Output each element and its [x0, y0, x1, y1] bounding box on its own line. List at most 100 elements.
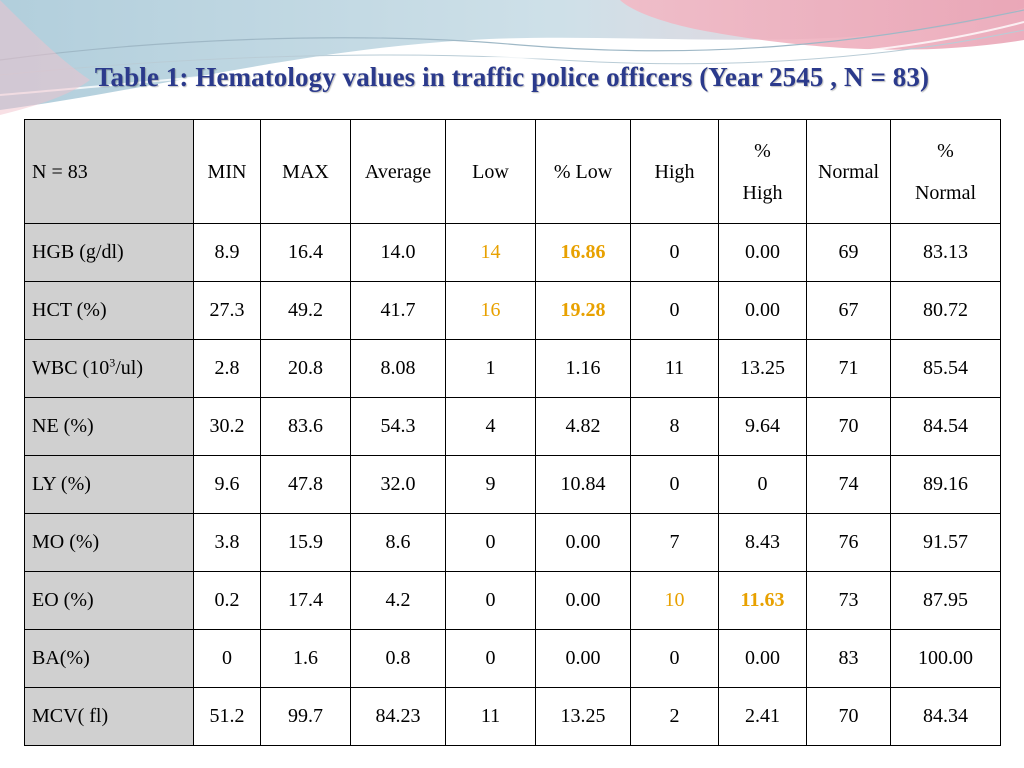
row-label-pre: WBC (10: [32, 357, 110, 379]
cell-normal: 71: [806, 339, 891, 398]
header-n: N = 83: [24, 119, 194, 224]
cell-normal: 69: [806, 223, 891, 282]
hematology-table-container: N = 83 MIN MAX Average Low % Low High % H…: [24, 119, 1001, 746]
cell-pct-high: 2.41: [718, 687, 807, 746]
cell-pct-high: 11.63: [718, 571, 807, 630]
cell-high: 0: [630, 629, 719, 688]
cell-normal: 83: [806, 629, 891, 688]
cell-average: 32.0: [350, 455, 446, 514]
header-min: MIN: [193, 119, 261, 224]
table-row-mo: MO (%) 3.8 15.9 8.6 0 0.00 7 8.43 76 91.…: [24, 513, 1001, 572]
cell-normal: 74: [806, 455, 891, 514]
header-pct-high: % High: [718, 119, 807, 224]
header-high: High: [630, 119, 719, 224]
row-label: NE (%): [24, 397, 194, 456]
header-pct-normal-line2: Normal: [914, 181, 977, 204]
cell-high: 0: [630, 455, 719, 514]
row-label: BA(%): [24, 629, 194, 688]
background-wave-decoration: [0, 0, 1024, 115]
header-pct-normal: % Normal: [890, 119, 1001, 224]
cell-low: 11: [445, 687, 536, 746]
cell-low: 16: [445, 281, 536, 340]
cell-pct-high: 0.00: [718, 629, 807, 688]
cell-max: 83.6: [260, 397, 351, 456]
row-label: MCV( fl): [24, 687, 194, 746]
cell-average: 14.0: [350, 223, 446, 282]
cell-pct-normal: 87.95: [890, 571, 1001, 630]
cell-low: 9: [445, 455, 536, 514]
cell-min: 0.2: [193, 571, 261, 630]
table-row-hct: HCT (%) 27.3 49.2 41.7 16 19.28 0 0.00 6…: [24, 281, 1001, 340]
table-row-eo: EO (%) 0.2 17.4 4.2 0 0.00 10 11.63 73 8…: [24, 571, 1001, 630]
cell-pct-low: 0.00: [535, 571, 631, 630]
header-low: Low: [445, 119, 536, 224]
cell-low: 0: [445, 571, 536, 630]
cell-average: 4.2: [350, 571, 446, 630]
cell-pct-normal: 80.72: [890, 281, 1001, 340]
cell-high: 0: [630, 281, 719, 340]
cell-pct-normal: 89.16: [890, 455, 1001, 514]
cell-pct-high: 9.64: [718, 397, 807, 456]
cell-pct-low: 1.16: [535, 339, 631, 398]
cell-min: 51.2: [193, 687, 261, 746]
cell-average: 8.08: [350, 339, 446, 398]
table-header-row: N = 83 MIN MAX Average Low % Low High % H…: [24, 119, 1001, 224]
row-label: HGB (g/dl): [24, 223, 194, 282]
table-row-ly: LY (%) 9.6 47.8 32.0 9 10.84 0 0 74 89.1…: [24, 455, 1001, 514]
cell-pct-high: 13.25: [718, 339, 807, 398]
cell-normal: 67: [806, 281, 891, 340]
cell-normal: 73: [806, 571, 891, 630]
cell-low: 4: [445, 397, 536, 456]
cell-max: 49.2: [260, 281, 351, 340]
cell-pct-low: 0.00: [535, 513, 631, 572]
cell-min: 0: [193, 629, 261, 688]
cell-average: 41.7: [350, 281, 446, 340]
cell-high: 8: [630, 397, 719, 456]
cell-normal: 70: [806, 397, 891, 456]
cell-pct-low: 13.25: [535, 687, 631, 746]
header-max: MAX: [260, 119, 351, 224]
cell-min: 3.8: [193, 513, 261, 572]
cell-high: 7: [630, 513, 719, 572]
row-label-sup: 3: [109, 355, 116, 370]
row-label: EO (%): [24, 571, 194, 630]
cell-pct-low: 10.84: [535, 455, 631, 514]
cell-low: 0: [445, 629, 536, 688]
cell-average: 8.6: [350, 513, 446, 572]
cell-pct-normal: 91.57: [890, 513, 1001, 572]
cell-min: 2.8: [193, 339, 261, 398]
cell-low: 14: [445, 223, 536, 282]
cell-pct-normal: 84.34: [890, 687, 1001, 746]
cell-pct-high: 8.43: [718, 513, 807, 572]
cell-pct-high: 0.00: [718, 281, 807, 340]
cell-pct-high: 0.00: [718, 223, 807, 282]
cell-pct-low: 19.28: [535, 281, 631, 340]
header-average: Average: [350, 119, 446, 224]
cell-pct-low: 0.00: [535, 629, 631, 688]
table-row-ba: BA(%) 0 1.6 0.8 0 0.00 0 0.00 83 100.00: [24, 629, 1001, 688]
cell-average: 0.8: [350, 629, 446, 688]
row-label: LY (%): [24, 455, 194, 514]
header-pct-normal-line1: %: [937, 139, 954, 162]
cell-average: 54.3: [350, 397, 446, 456]
cell-max: 20.8: [260, 339, 351, 398]
cell-min: 9.6: [193, 455, 261, 514]
cell-min: 27.3: [193, 281, 261, 340]
cell-high: 10: [630, 571, 719, 630]
cell-max: 47.8: [260, 455, 351, 514]
cell-min: 30.2: [193, 397, 261, 456]
cell-pct-normal: 84.54: [890, 397, 1001, 456]
cell-max: 15.9: [260, 513, 351, 572]
row-label-post: /ul): [115, 357, 143, 379]
cell-low: 0: [445, 513, 536, 572]
cell-min: 8.9: [193, 223, 261, 282]
cell-pct-normal: 85.54: [890, 339, 1001, 398]
table-row-wbc: WBC (103/ul) 2.8 20.8 8.08 1 1.16 11 13.…: [24, 339, 1001, 398]
slide-title: Table 1: Hematology values in traffic po…: [94, 62, 930, 92]
header-pct-high-line1: %: [754, 139, 771, 162]
row-label: WBC (103/ul): [24, 339, 194, 398]
table-row-hgb: HGB (g/dl) 8.9 16.4 14.0 14 16.86 0 0.00…: [24, 223, 1001, 282]
cell-pct-low: 16.86: [535, 223, 631, 282]
cell-pct-normal: 83.13: [890, 223, 1001, 282]
table-row-ne: NE (%) 30.2 83.6 54.3 4 4.82 8 9.64 70 8…: [24, 397, 1001, 456]
